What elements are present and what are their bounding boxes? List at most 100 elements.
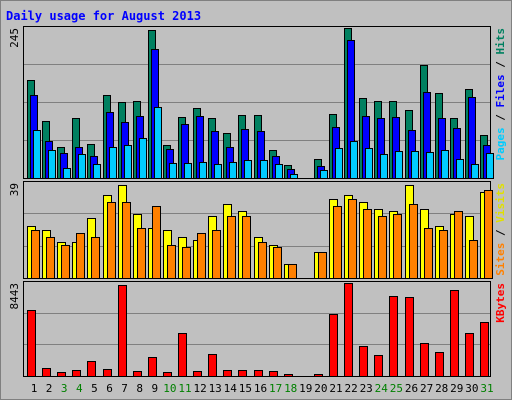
bar-kbytes-day-22 <box>344 283 353 377</box>
bar-kbytes-day-11 <box>178 333 187 377</box>
day-label-11: 11 <box>178 382 191 395</box>
bar-pages-day-2 <box>48 150 56 179</box>
bar-kbytes-day-14 <box>223 370 232 377</box>
axis-legend-label: KBytes <box>494 283 507 323</box>
day-label-4: 4 <box>76 382 83 395</box>
bar-pages-day-10 <box>169 163 177 179</box>
day-label-7: 7 <box>121 382 128 395</box>
bar-kbytes-day-29 <box>450 290 459 377</box>
bar-kbytes-day-1 <box>27 310 36 377</box>
bar-kbytes-day-27 <box>420 343 429 377</box>
x-axis-day-labels: 1 2 3 4 5 6 7 8 9 10 11 12 13 14 15 16 17 18 19 20 21 22 23 24 2… <box>31 382 494 395</box>
bar-kbytes-day-20 <box>314 374 323 377</box>
bar-pages-day-22 <box>350 141 358 179</box>
day-label-1: 1 <box>31 382 38 395</box>
day-label-28: 28 <box>435 382 448 395</box>
bar-pages-day-17 <box>275 164 283 179</box>
bar-kbytes-day-23 <box>359 346 368 377</box>
bar-pages-day-23 <box>365 148 373 179</box>
day-label-17: 17 <box>269 382 282 395</box>
bar-sites-day-29 <box>454 211 463 279</box>
bar-sites-day-1 <box>31 230 40 279</box>
bar-pages-day-28 <box>441 150 449 179</box>
bar-kbytes-day-18 <box>284 374 293 377</box>
bar-sites-day-23 <box>363 209 372 279</box>
bar-pages-day-21 <box>335 148 343 179</box>
day-label-27: 27 <box>420 382 433 395</box>
axis-legend-label: Pages / Files / Hits <box>494 28 507 161</box>
day-label-8: 8 <box>136 382 143 395</box>
day-label-23: 23 <box>360 382 373 395</box>
bar-sites-day-25 <box>393 214 402 279</box>
bar-kbytes-day-7 <box>118 285 127 377</box>
y-max-label: 245 <box>8 28 21 48</box>
bar-kbytes-day-9 <box>148 357 157 377</box>
bar-pages-day-13 <box>214 164 222 179</box>
bar-sites-day-11 <box>182 247 191 279</box>
bar-sites-day-21 <box>333 206 342 279</box>
day-label-15: 15 <box>239 382 252 395</box>
bar-sites-day-16 <box>258 242 267 279</box>
bar-pages-day-8 <box>139 138 147 179</box>
bar-kbytes-day-15 <box>238 370 247 377</box>
chart-title: Daily usage for August 2013 <box>6 9 201 23</box>
day-label-19: 19 <box>299 382 312 395</box>
day-label-5: 5 <box>91 382 98 395</box>
bar-kbytes-day-25 <box>389 296 398 377</box>
legend-part-slash: / <box>494 223 507 243</box>
bar-sites-day-13 <box>212 230 221 279</box>
bar-sites-day-2 <box>46 237 55 279</box>
day-label-6: 6 <box>106 382 113 395</box>
bar-pages-day-31 <box>486 153 494 179</box>
day-label-3: 3 <box>61 382 68 395</box>
day-label-21: 21 <box>329 382 342 395</box>
legend-part-slash: / <box>494 55 507 75</box>
day-label-22: 22 <box>344 382 357 395</box>
bar-kbytes-day-16 <box>254 370 263 377</box>
bar-kbytes-day-28 <box>435 352 444 377</box>
day-label-16: 16 <box>254 382 267 395</box>
bar-kbytes-day-3 <box>57 372 66 377</box>
bar-sites-day-15 <box>242 216 251 279</box>
bar-pages-day-20 <box>320 170 328 179</box>
bar-kbytes-day-6 <box>103 369 112 377</box>
bar-pages-day-9 <box>154 107 162 179</box>
bar-sites-day-9 <box>152 206 161 279</box>
bar-kbytes-day-31 <box>480 322 489 377</box>
day-label-12: 12 <box>193 382 206 395</box>
bar-pages-day-12 <box>199 162 207 179</box>
day-label-14: 14 <box>224 382 238 395</box>
bar-sites-day-31 <box>484 190 493 279</box>
bar-kbytes-day-10 <box>163 372 172 377</box>
bar-pages-day-6 <box>109 147 117 179</box>
day-label-29: 29 <box>450 382 463 395</box>
bar-kbytes-day-13 <box>208 354 217 377</box>
bar-sites-day-6 <box>107 202 116 279</box>
axis-legend-label: Sites / Visits <box>494 183 507 276</box>
bar-kbytes-day-4 <box>72 370 81 377</box>
bar-sites-day-14 <box>227 216 236 279</box>
bar-pages-day-30 <box>471 164 479 179</box>
day-label-30: 30 <box>465 382 478 395</box>
series-sites <box>31 190 493 279</box>
legend-part-slash: / <box>494 108 507 128</box>
bar-kbytes-day-2 <box>42 368 51 377</box>
legend-part-pages: Pages <box>494 127 507 160</box>
chart-panels: 245 Pages / Files / Hits 39 Sites / Visits 8… <box>8 26 507 377</box>
bar-sites-day-8 <box>137 228 146 279</box>
day-label-9: 9 <box>151 382 158 395</box>
bar-pages-day-1 <box>33 130 41 179</box>
bar-sites-day-28 <box>439 230 448 279</box>
bar-kbytes-day-8 <box>133 371 142 377</box>
bar-pages-day-24 <box>380 154 388 179</box>
bar-pages-day-15 <box>244 160 252 179</box>
y-max-label: 39 <box>8 183 21 196</box>
bar-pages-day-16 <box>260 160 268 179</box>
bar-pages-day-25 <box>395 151 403 179</box>
day-label-25: 25 <box>390 382 403 395</box>
bar-pages-day-18 <box>290 174 298 179</box>
bar-kbytes-day-24 <box>374 355 383 377</box>
day-label-13: 13 <box>209 382 222 395</box>
bar-sites-day-10 <box>167 245 176 279</box>
